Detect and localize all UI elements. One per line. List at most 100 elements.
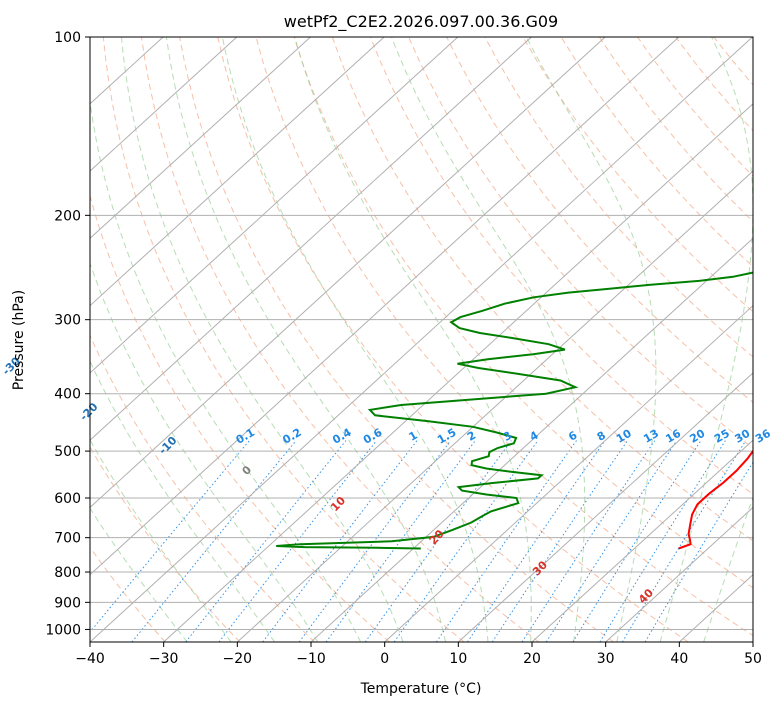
y-tick-label: 900 (54, 595, 81, 611)
x-tick-label: −30 (149, 651, 179, 667)
x-axis-title: Temperature (°C) (360, 681, 482, 697)
chart-title: wetPf2_C2E2.2026.097.00.36.G09 (284, 12, 558, 32)
x-tick-label: 0 (380, 651, 389, 667)
moist-adiabat-line (165, 37, 447, 642)
dry-adiabat-line (560, 37, 753, 268)
x-tick-label: −10 (296, 651, 326, 667)
x-axis: −40 −30 −20 −10 0 10 20 30 40 50 (75, 642, 762, 667)
mixing-ratio-line (467, 440, 606, 642)
mixing-ratio-line (545, 440, 678, 642)
isotherm-line (163, 103, 753, 642)
mixing-ratio-label: 16 (663, 427, 683, 446)
isotherm-line (752, 641, 753, 642)
mixing-ratio-label: 13 (641, 427, 661, 446)
dry-adiabat-label: 40 (636, 586, 656, 606)
dry-adiabat-line (90, 193, 390, 642)
mixing-ratio-line (491, 440, 628, 642)
dewpoint-profile-line (276, 271, 753, 550)
mixing-ratio-line (393, 440, 539, 642)
y-tick-label: 700 (54, 531, 81, 547)
mixing-ratio-line (644, 461, 753, 642)
dry-adiabat-line (522, 37, 753, 313)
mixing-ratio-line (435, 440, 577, 642)
background-lines (90, 37, 753, 642)
dry-adiabat-line (637, 37, 753, 177)
mixing-ratio-line (90, 440, 250, 633)
moist-adiabat-line (90, 261, 319, 642)
moist-adiabat-line (221, 37, 489, 642)
dry-adiabat-line (90, 446, 241, 642)
y-tick-label: 600 (54, 491, 81, 507)
x-tick-label: 30 (597, 651, 615, 667)
dry-adiabat-line (751, 37, 753, 39)
x-tick-label: 50 (744, 651, 762, 667)
isotherm-line (310, 237, 753, 642)
x-tick-label: 40 (670, 651, 688, 667)
x-tick-label: −40 (75, 651, 105, 667)
dry-adiabat-line (90, 546, 166, 642)
isotherm-line (384, 304, 753, 642)
y-tick-label: 500 (54, 444, 81, 460)
moist-adiabat-line (525, 37, 657, 642)
y-tick-label: 300 (54, 313, 81, 329)
dry-adiabat-line (675, 37, 753, 132)
mixing-ratio-label: 4 (528, 429, 541, 444)
isotherm-line (457, 372, 753, 642)
y-tick-label: 100 (54, 30, 81, 46)
isotherm-line (531, 439, 753, 642)
y-axis: 100 200 300 400 500 600 700 800 900 1000 (45, 30, 90, 638)
y-axis-title: Pressure (hPa) (11, 290, 27, 390)
dry-adiabat-label: 10 (328, 494, 348, 514)
isotherm-line (90, 37, 753, 642)
dry-adiabat-label: 0 (240, 463, 255, 478)
isoline-labels: -100-90-80-70-60-50-40-30-20-10010203040… (0, 354, 773, 606)
dry-adiabat-line (484, 37, 753, 358)
mixing-ratio-line (325, 440, 476, 642)
dry-adiabat-line (713, 37, 753, 86)
y-tick-label: 400 (54, 387, 81, 403)
moist-adiabat-line (90, 438, 232, 642)
moist-adiabat-line (294, 37, 532, 642)
isotherm-line (90, 37, 238, 172)
dry-adiabat-line (102, 37, 465, 642)
x-tick-label: −20 (223, 651, 253, 667)
dry-adiabat-label: -10 (156, 434, 179, 457)
x-tick-label: 20 (523, 651, 541, 667)
dry-adiabat-line (446, 37, 753, 403)
y-tick-label: 1000 (45, 622, 81, 638)
mixing-ratio-line (621, 440, 747, 642)
isotherm-line (90, 37, 680, 576)
mixing-ratio-line (185, 440, 347, 642)
moist-adiabat-line (90, 98, 362, 642)
temperature-profile-line (678, 449, 753, 550)
isotherm-line (90, 37, 385, 307)
mixing-ratio-line (572, 440, 702, 642)
dry-adiabat-line (255, 37, 753, 637)
mixing-ratio-line (131, 440, 297, 642)
dry-adiabat-line (217, 37, 689, 642)
mixing-ratio-line (364, 440, 512, 642)
dry-adiabat-line (331, 37, 753, 542)
isotherm-line (90, 37, 311, 240)
mixing-ratio-line (218, 440, 377, 642)
mixing-ratio-label: 6 (566, 429, 579, 444)
isotherm-line (90, 37, 532, 441)
isotherm-line (90, 37, 459, 374)
y-tick-label: 200 (54, 208, 81, 224)
mixing-ratio-label: 36 (753, 427, 773, 446)
dry-adiabat-line (408, 37, 753, 449)
mixing-ratio-line (521, 440, 656, 642)
isotherm-line (236, 170, 753, 642)
mixing-ratio-label: 2 (465, 429, 478, 444)
moist-adiabat-line (659, 37, 753, 642)
x-tick-label: 10 (449, 651, 467, 667)
moist-adiabat-line (121, 37, 404, 642)
series-group (276, 271, 753, 550)
moist-adiabat-line (703, 495, 753, 642)
isotherm-line (605, 506, 753, 642)
mixing-ratio-label: 8 (595, 429, 608, 444)
dry-adiabat-line (179, 37, 614, 642)
mixing-ratio-label: 0.2 (280, 426, 303, 447)
y-tick-label: 800 (54, 565, 81, 581)
